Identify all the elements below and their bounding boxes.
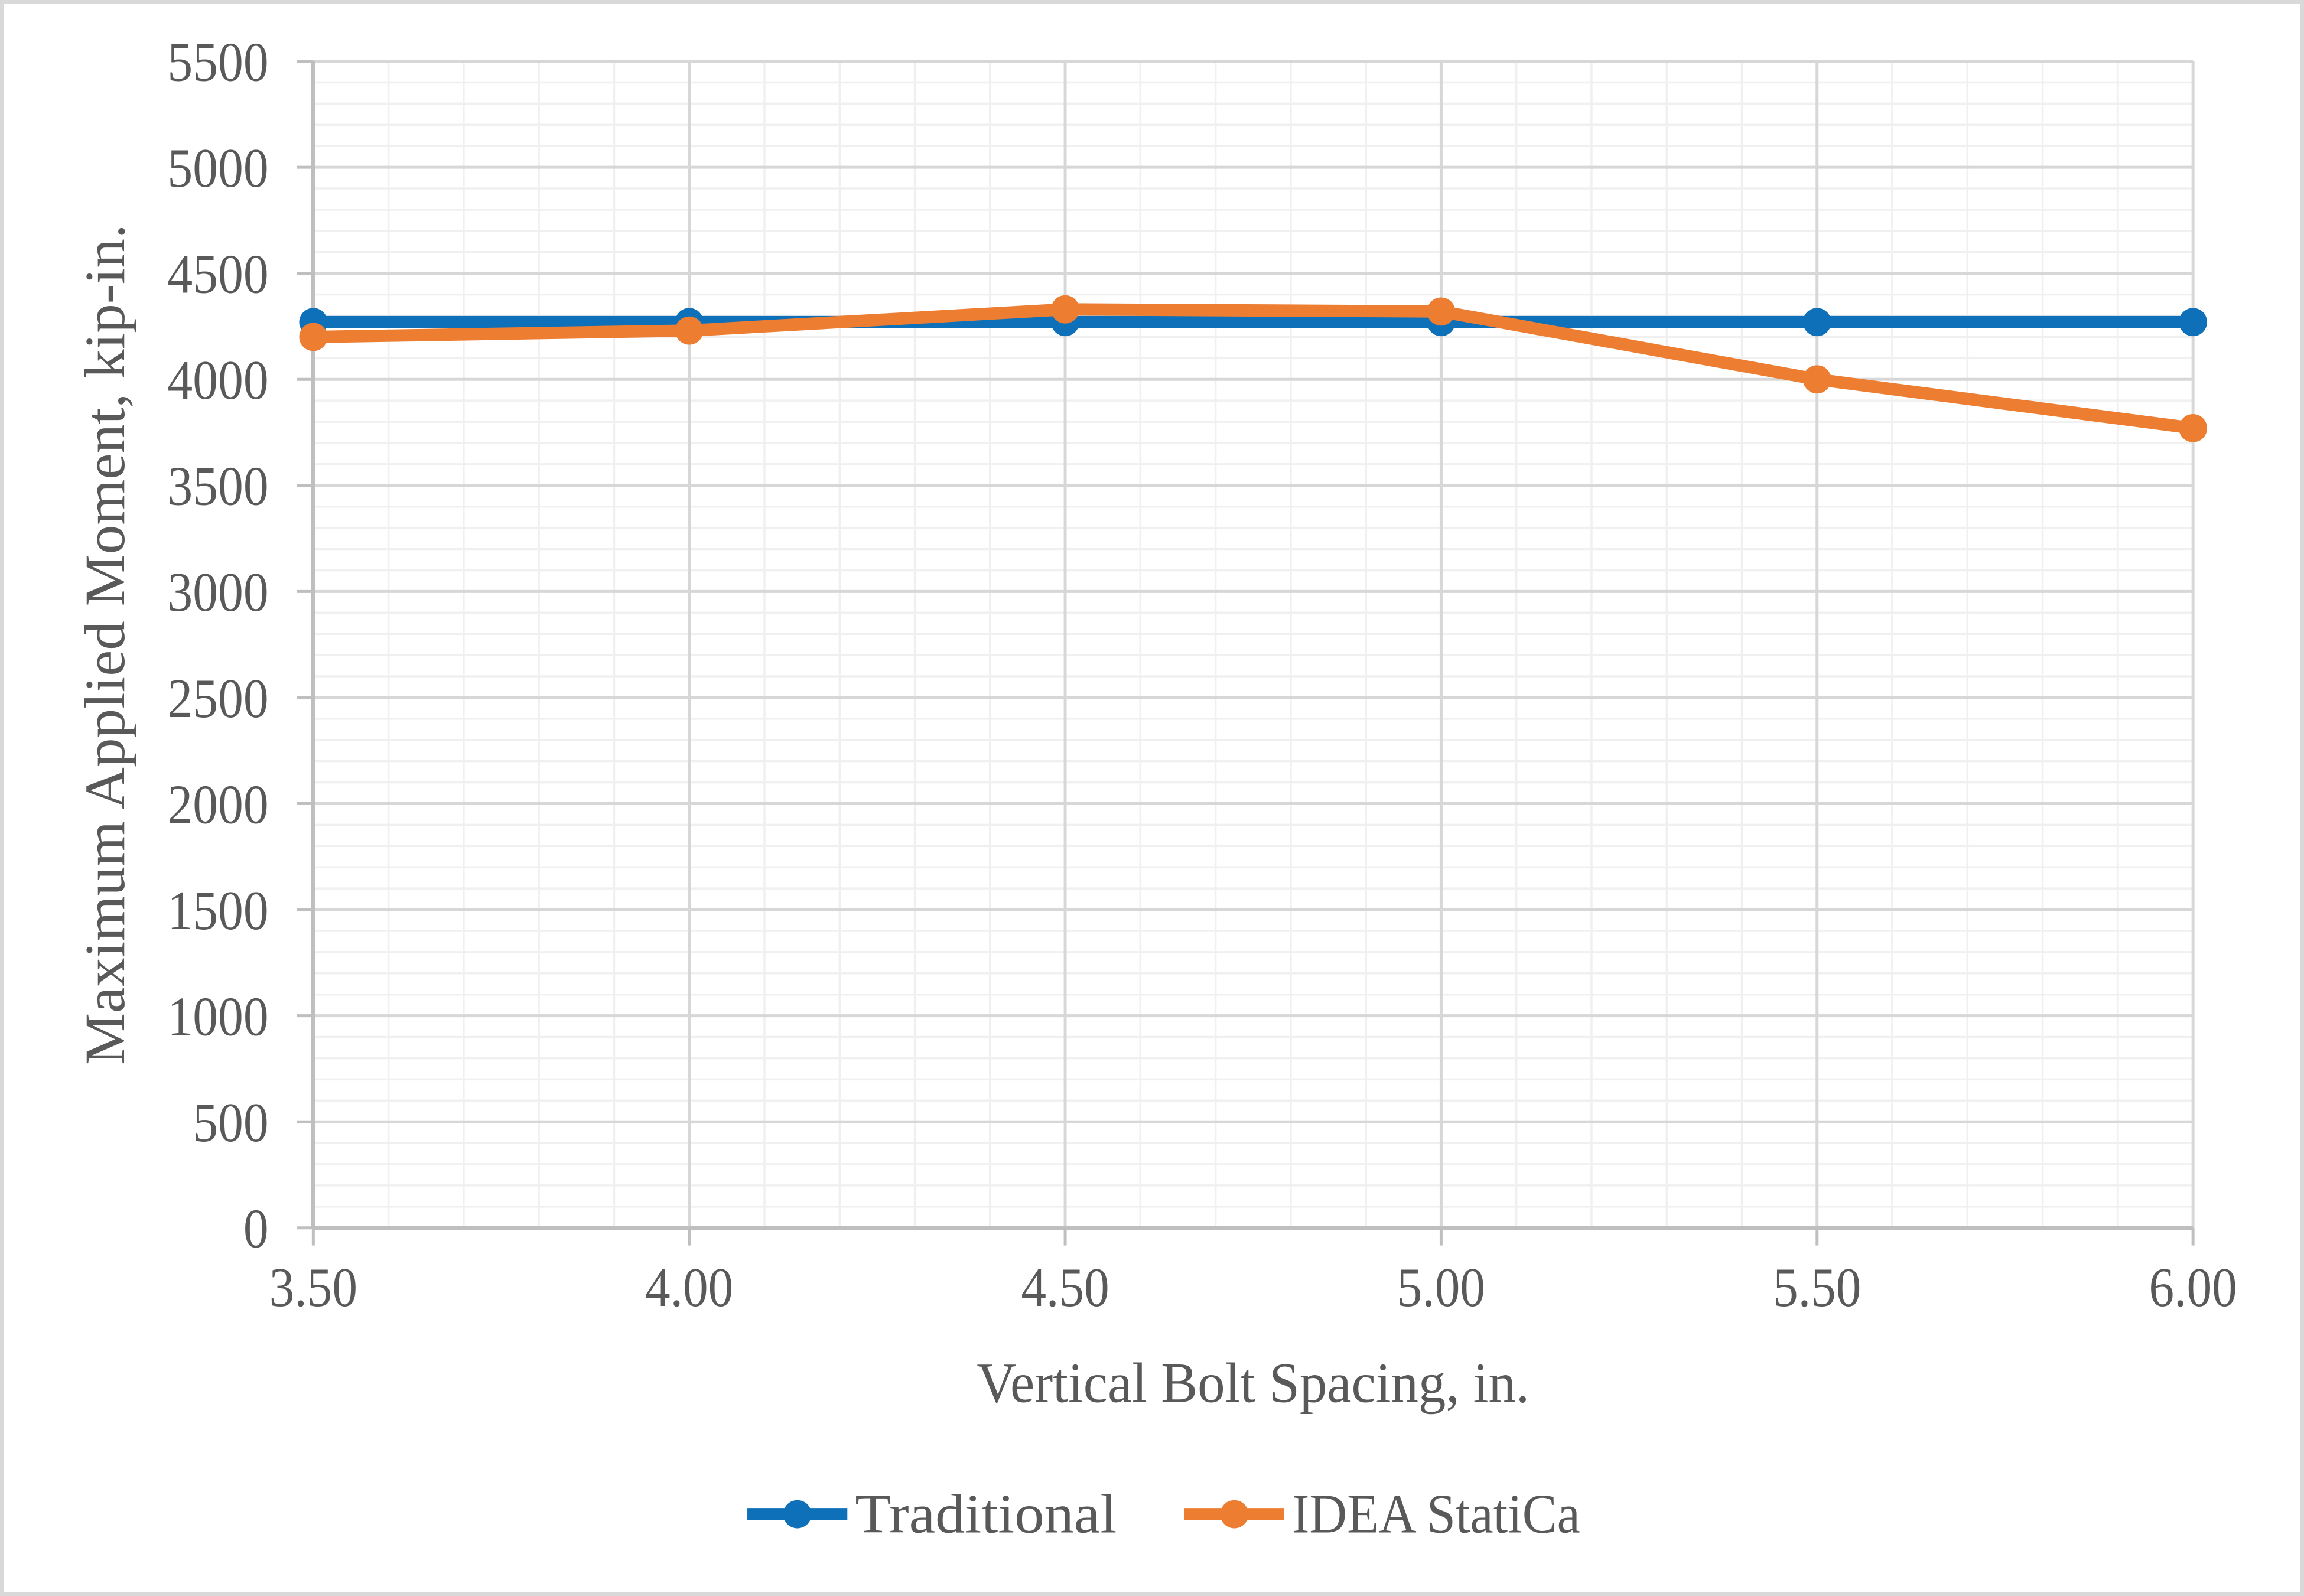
y-tick-label: 3500 <box>167 456 268 517</box>
y-tick-label: 500 <box>193 1092 268 1154</box>
y-tick-label: 4000 <box>167 350 268 411</box>
legend: Traditional IDEA StatiCa <box>747 1483 1580 1545</box>
data-point-idea-statica-5.50 <box>1802 365 1831 394</box>
legend-marker-traditional-icon <box>783 1500 812 1529</box>
minor-gridlines <box>313 61 2194 1228</box>
x-tick-label: 5.00 <box>1397 1257 1485 1318</box>
data-point-idea-statica-6.00 <box>2179 413 2208 442</box>
y-tick-label: 1000 <box>167 986 268 1047</box>
tick-labels: 0 500 1000 1500 2000 2500 3000 3500 4000 4500 5000… <box>167 31 2237 1318</box>
x-tick-label: 3.50 <box>269 1257 357 1318</box>
series-line-idea-statica <box>313 303 2194 435</box>
y-tick-label: 0 <box>243 1198 269 1260</box>
y-tick-label: 4500 <box>167 244 268 305</box>
major-gridlines <box>311 60 2195 1230</box>
data-point-idea-statica-3.50 <box>299 323 328 351</box>
y-tick-label: 5500 <box>167 31 268 93</box>
legend-marker-idea-statica-icon <box>1220 1500 1249 1529</box>
legend-label-idea-statica: IDEA StatiCa <box>1292 1483 1580 1545</box>
x-axis-title: Vertical Bolt Spacing, in. <box>977 1351 1530 1414</box>
y-axis-title: Maximum Applied Moment, kip-in. <box>73 224 136 1065</box>
y-tick-label: 1500 <box>167 880 268 942</box>
data-point-idea-statica-5.00 <box>1427 297 1456 326</box>
y-tick-label: 2000 <box>167 774 268 835</box>
data-point-traditional-6.00 <box>2179 308 2208 337</box>
legend-label-traditional: Traditional <box>855 1483 1117 1545</box>
x-tick-label: 4.00 <box>645 1257 733 1318</box>
legend-item-traditional: Traditional <box>747 1483 1117 1545</box>
x-tick-label: 5.50 <box>1773 1257 1861 1318</box>
y-tick-label: 3000 <box>167 562 268 623</box>
y-tick-label: 5000 <box>167 138 268 199</box>
x-tick-label: 4.50 <box>1021 1257 1109 1318</box>
data-point-idea-statica-4.00 <box>675 316 704 345</box>
axes <box>297 60 2195 1246</box>
data-point-traditional-5.50 <box>1802 308 1831 337</box>
data-point-idea-statica-4.50 <box>1051 295 1079 324</box>
data-series <box>299 295 2208 442</box>
x-tick-label: 6.00 <box>2149 1257 2237 1318</box>
legend-item-idea-statica: IDEA StatiCa <box>1184 1483 1580 1545</box>
y-tick-label: 2500 <box>167 668 268 729</box>
chart-canvas: 0 500 1000 1500 2000 2500 3000 3500 4000 4500 5000… <box>73 31 2237 1545</box>
